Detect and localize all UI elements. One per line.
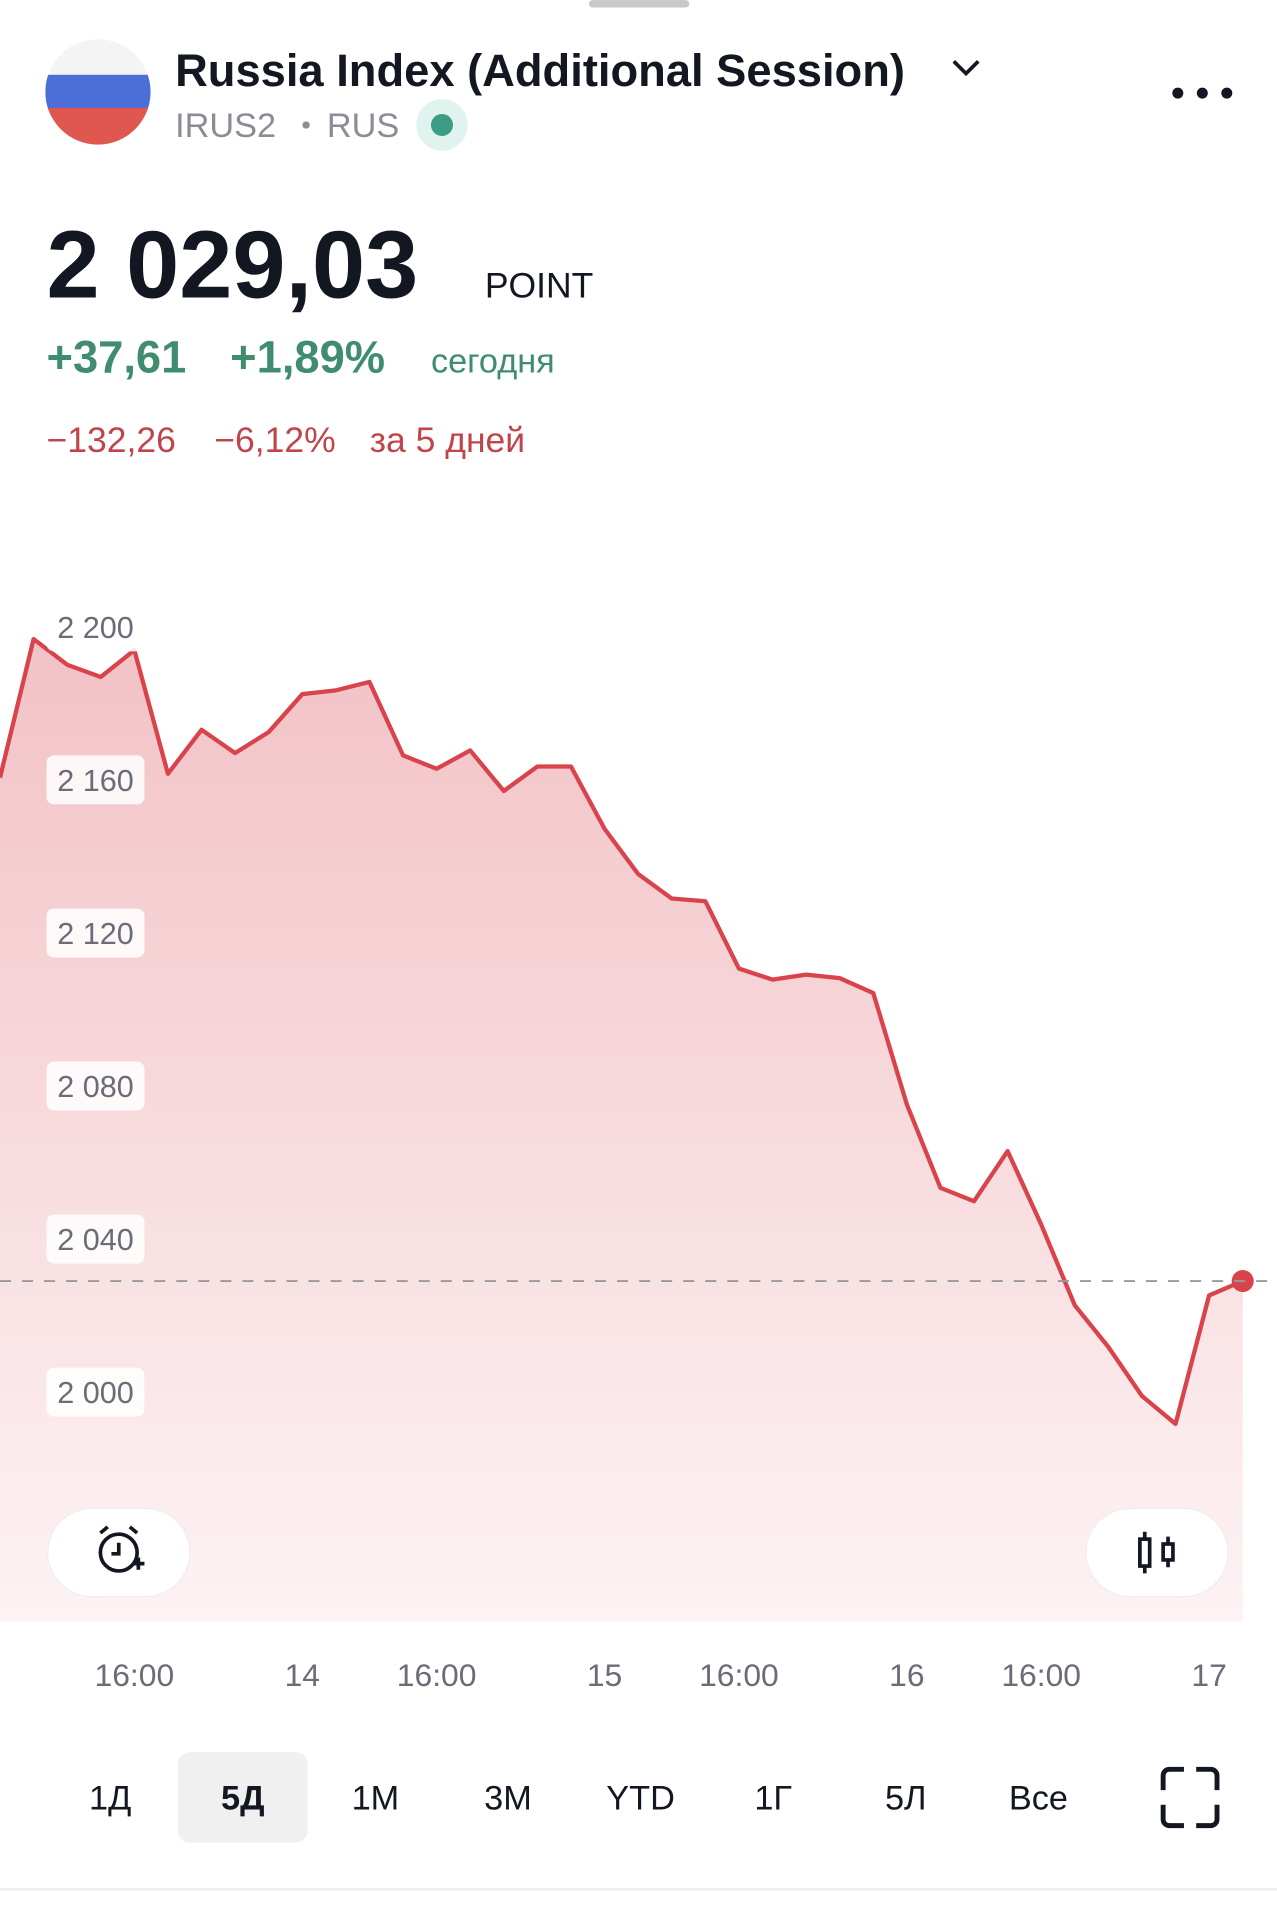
y-tick-label-bg <box>46 1367 145 1417</box>
price-unit: POINT <box>485 266 593 306</box>
x-tick-label: 16:00 <box>397 1657 477 1693</box>
y-tick-label-bg <box>46 908 145 958</box>
x-tick-label: 15 <box>587 1657 622 1693</box>
range-button[interactable]: 5Л <box>885 1780 927 1818</box>
change-period-pct: −6,12% <box>214 420 335 460</box>
change-today-pct: +1,89% <box>230 331 385 382</box>
y-tick-label-bg <box>46 1061 145 1111</box>
y-tick-label-bg <box>46 755 145 805</box>
area-fill <box>0 639 1243 1622</box>
y-tick-label: 2 040 <box>57 1223 134 1257</box>
title-chevron[interactable] <box>952 60 980 77</box>
alert-button[interactable] <box>47 1507 191 1598</box>
price: 2 029,03 <box>47 213 419 319</box>
range-button[interactable]: Все <box>1009 1780 1068 1818</box>
flag-icon <box>45 39 151 145</box>
range-button[interactable]: 1М <box>352 1780 400 1818</box>
change-period: −132,26 <box>47 420 176 460</box>
range-button[interactable]: YTD <box>606 1780 675 1818</box>
y-tick-label: 2 080 <box>57 1070 134 1104</box>
exchange: RUS <box>327 107 399 145</box>
range-button[interactable]: 3М <box>484 1780 532 1818</box>
ticker: IRUS2 <box>175 107 276 145</box>
y-tick-label-bg <box>46 602 145 652</box>
range-button[interactable]: 1Д <box>89 1780 131 1818</box>
y-tick-label-bg <box>46 1214 145 1264</box>
y-tick-label: 2 200 <box>57 611 134 645</box>
x-tick-label: 17 <box>1191 1657 1226 1693</box>
separator <box>302 121 310 129</box>
x-tick-label: 16:00 <box>699 1657 779 1693</box>
range-bar: 1Д 5Д 1М 3М YTD 1Г 5Л Все <box>89 1752 1068 1843</box>
y-tick-label: 2 160 <box>57 764 134 798</box>
y-tick-label: 2 000 <box>57 1376 134 1410</box>
y-tick-label: 2 120 <box>57 917 134 951</box>
fullscreen-button[interactable] <box>1160 1766 1220 1829</box>
range-button[interactable]: 5Д <box>221 1780 264 1818</box>
title[interactable]: Russia Index (Additional Session) <box>175 45 905 96</box>
chart: 2 000 2 040 2 080 2 120 2 160 2 200 16:00 14 16:… <box>0 602 1277 1693</box>
grabber <box>588 0 690 8</box>
x-tick-label: 14 <box>285 1657 320 1693</box>
range-button[interactable]: 1Г <box>754 1780 792 1818</box>
x-tick-label: 16 <box>889 1657 924 1693</box>
x-tick-label: 16:00 <box>1001 1657 1081 1693</box>
more-button[interactable] <box>1172 87 1233 99</box>
range-selected-bg <box>177 1752 308 1843</box>
today-label: сегодня <box>431 342 555 380</box>
period-label: за 5 дней <box>370 420 525 460</box>
chart-type-button[interactable] <box>1085 1507 1229 1598</box>
status-dot <box>430 113 454 137</box>
x-tick-label: 16:00 <box>95 1657 175 1693</box>
change-today: +37,61 <box>47 331 187 382</box>
price-line <box>0 636 1244 1427</box>
